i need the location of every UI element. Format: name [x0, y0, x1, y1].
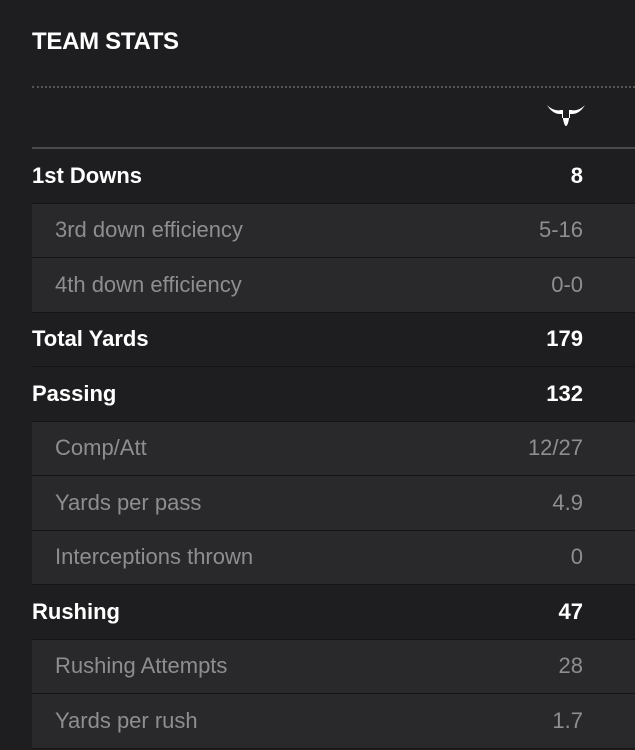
stat-value: 28: [558, 653, 583, 679]
stat-label: Total Yards: [32, 326, 149, 352]
stat-label: Interceptions thrown: [55, 544, 254, 570]
stat-label: Comp/Att: [55, 435, 147, 461]
divider: [32, 147, 635, 149]
stats-table: 1st Downs 8 3rd down efficiency 5-16 4th dow…: [32, 149, 635, 749]
stat-label: 3rd down efficiency: [55, 217, 243, 243]
divider: [32, 86, 635, 88]
stat-value: 8: [570, 162, 583, 188]
team-logo: [547, 105, 585, 126]
stat-row: Total Yards 179: [32, 313, 635, 367]
sub-stat-row: 3rd down efficiency 5-16: [32, 203, 635, 258]
stat-row: Passing 132: [32, 367, 635, 422]
sub-stat-row: Rushing Attempts 28: [32, 639, 635, 694]
stat-label: Rushing Attempts: [55, 653, 228, 679]
stat-row: 1st Downs 8: [32, 149, 635, 204]
stat-value: 0-0: [551, 271, 583, 297]
stat-label: Yards per rush: [55, 707, 198, 733]
stat-label: Yards per pass: [55, 489, 202, 515]
stat-row: Rushing 47: [32, 585, 635, 640]
stat-label: Passing: [32, 380, 117, 406]
stat-value: 132: [546, 380, 583, 406]
stat-label: Rushing: [32, 598, 120, 624]
stat-value: 12/27: [527, 435, 583, 461]
title: TEAM STATS: [32, 28, 179, 55]
stat-label: 1st Downs: [32, 162, 143, 188]
stat-value: 179: [546, 326, 583, 352]
stat-value: 4.9: [552, 489, 583, 515]
sub-stat-row: Interceptions thrown 0: [32, 530, 635, 585]
stat-value: 0: [570, 544, 583, 570]
sub-stat-row: 4th down efficiency 0-0: [32, 258, 635, 313]
stat-label: 4th down efficiency: [55, 271, 242, 297]
stat-value: 5-16: [538, 217, 583, 243]
sub-stat-row: Comp/Att 12/27: [32, 421, 635, 476]
stat-value: 1.7: [552, 707, 583, 733]
stat-value: 47: [558, 598, 583, 624]
sub-stat-row: Yards per pass 4.9: [32, 476, 635, 531]
sub-stat-row: Yards per rush 1.7: [32, 694, 635, 749]
